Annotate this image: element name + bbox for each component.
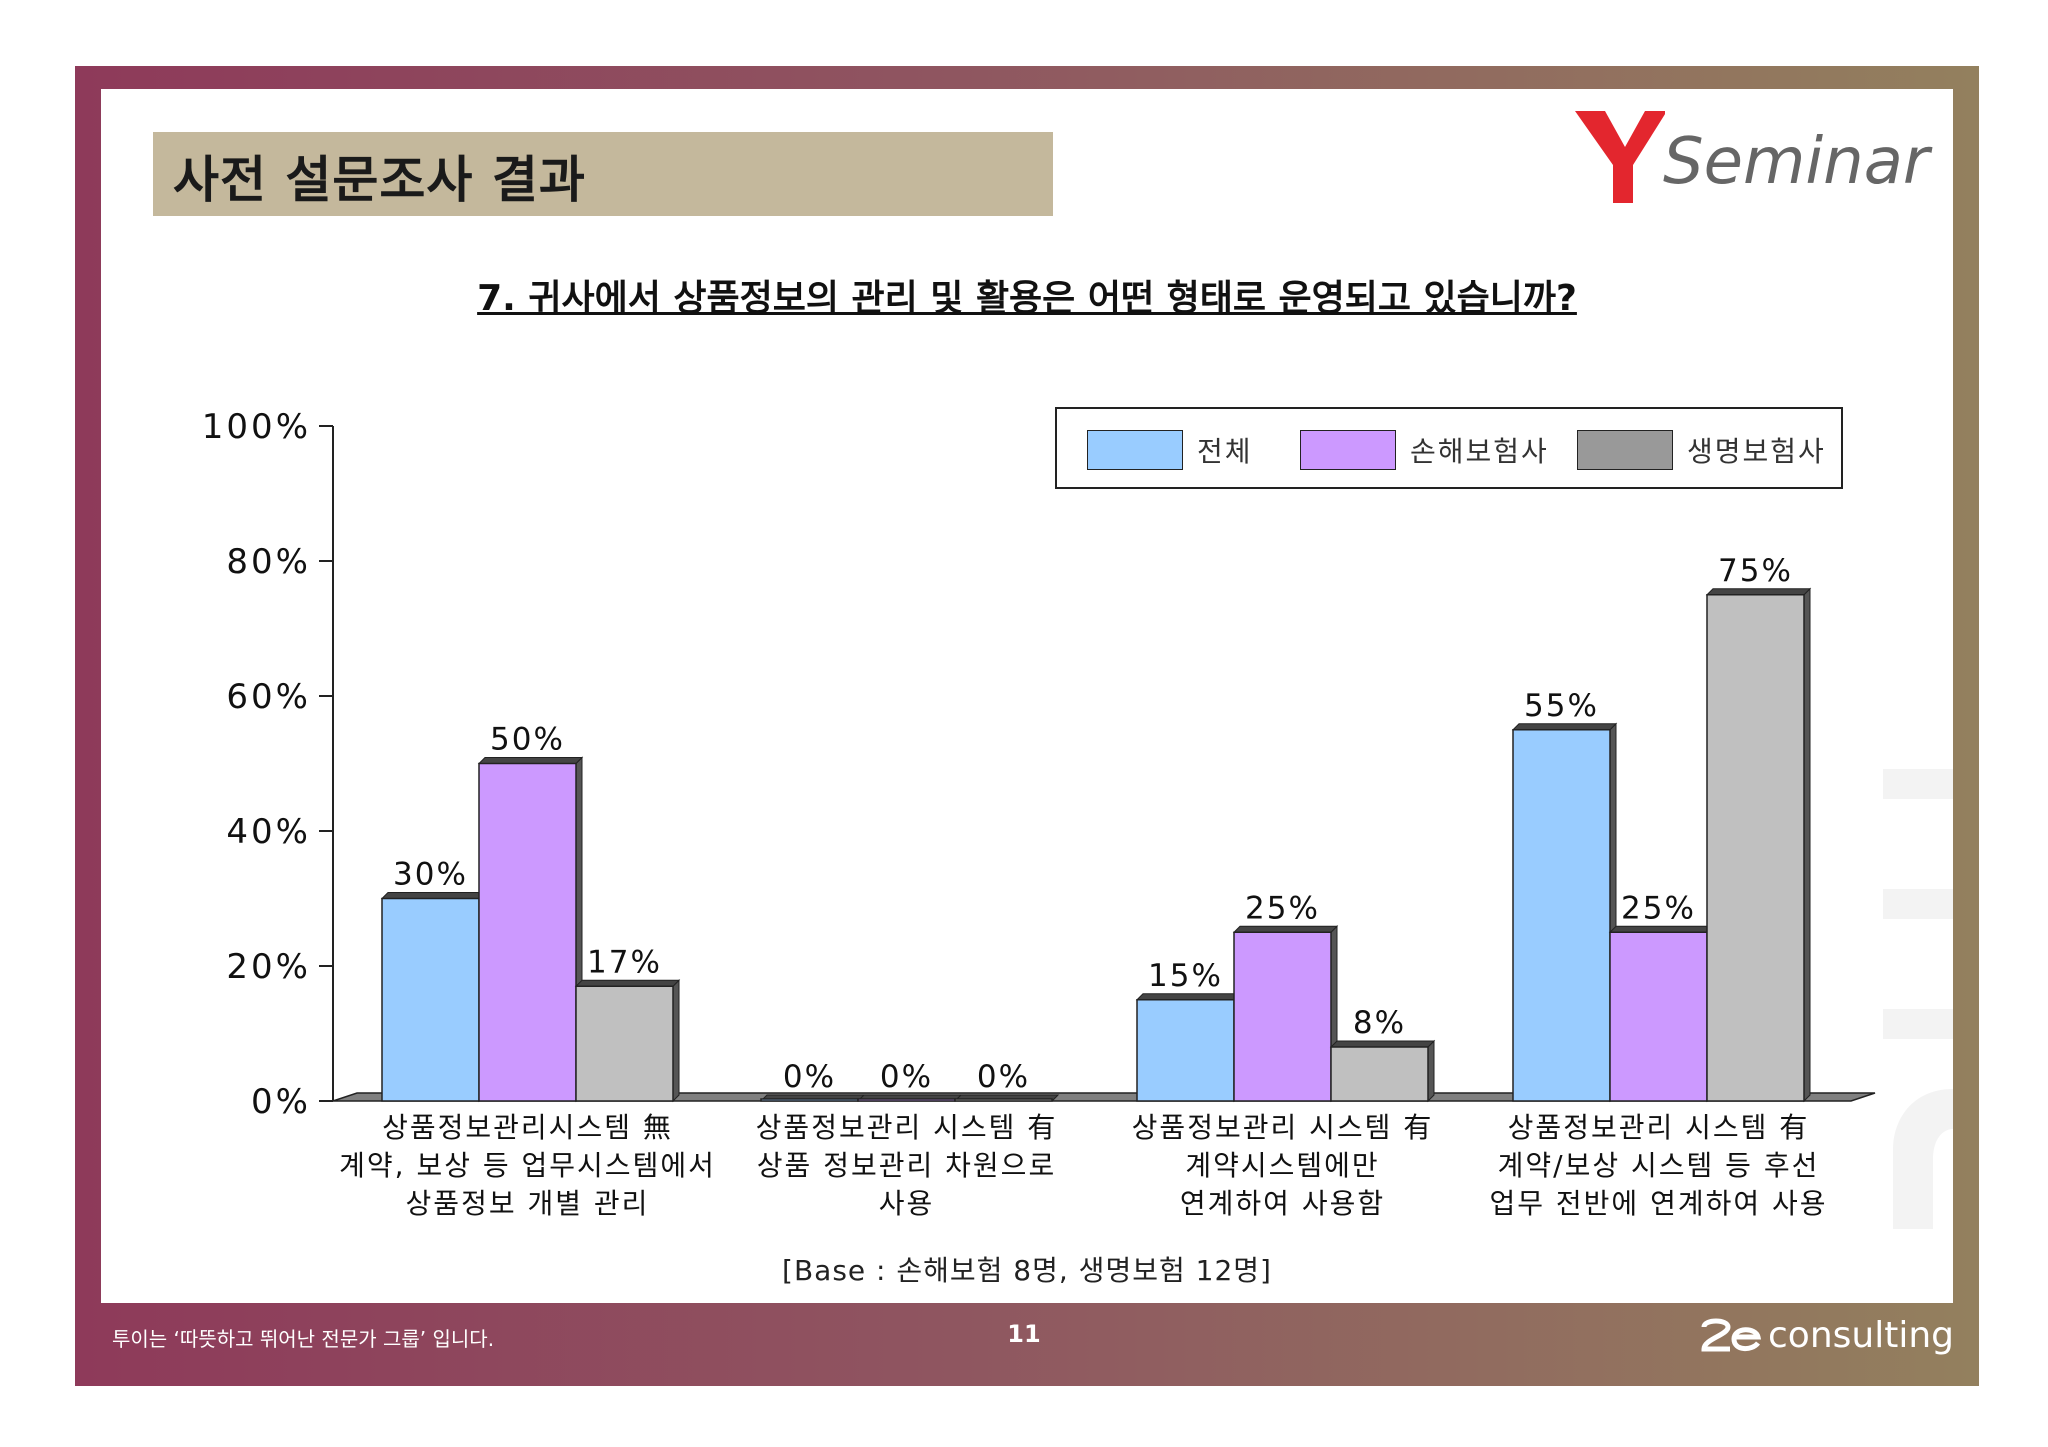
- bar: [575, 985, 674, 1102]
- y-tick-label: 100%: [202, 407, 311, 447]
- x-tick-label: 상품정보관리 시스템 有: [1132, 1111, 1434, 1144]
- bar: [1609, 931, 1708, 1102]
- bar: [1512, 729, 1611, 1102]
- bar-top: [477, 757, 584, 764]
- legend-item-life: 생명보험사: [1577, 429, 1826, 471]
- footer-slogan: 투이는 ‘따뜻하고 뛰어난 전문가 그룹’ 입니다.: [112, 1327, 495, 1351]
- data-label: 0%: [880, 1059, 933, 1095]
- bar-top: [1135, 993, 1242, 1001]
- data-label: 30%: [393, 857, 468, 893]
- bar: [954, 1098, 1053, 1102]
- consulting-logo: consulting: [1700, 1310, 1954, 1360]
- legend-label: 전체: [1197, 435, 1253, 468]
- question-title: 7. 귀사에서 상품정보의 관리 및 활용은 어떤 형태로 운영되고 있습니까?: [477, 278, 1577, 319]
- bar: [1330, 1046, 1429, 1102]
- data-label: 55%: [1524, 688, 1599, 724]
- 2e-logo-icon: [1701, 1318, 1762, 1352]
- y-tick-label: 60%: [226, 677, 311, 717]
- data-label: 0%: [783, 1059, 836, 1095]
- bar-side: [1427, 1039, 1435, 1103]
- data-label: 25%: [1621, 890, 1696, 926]
- y-tick-label: 80%: [226, 542, 311, 582]
- x-tick-label: 연계하여 사용함: [1180, 1187, 1385, 1220]
- legend-label: 손해보험사: [1410, 435, 1549, 468]
- bar: [478, 762, 577, 1102]
- x-tick-label: 상품정보관리 시스템 有: [1508, 1111, 1810, 1144]
- page-number: 11: [1007, 1320, 1041, 1348]
- legend-label: 생명보험사: [1687, 435, 1826, 468]
- bar-side: [1803, 587, 1811, 1103]
- title-band: 사전 설문조사 결과: [153, 132, 1053, 216]
- bar: [1706, 594, 1805, 1102]
- bar-top: [1511, 723, 1618, 731]
- bar: [857, 1098, 956, 1102]
- x-tick-label: 계약/보상 시스템 등 후선: [1498, 1149, 1820, 1182]
- bar: [381, 897, 480, 1102]
- x-tick-label: 상품정보 개별 관리: [406, 1187, 650, 1220]
- bar-top: [574, 979, 681, 987]
- page-title: 사전 설문조사 결과: [173, 151, 586, 209]
- data-label: 75%: [1718, 553, 1793, 589]
- slide: 사전 설문조사 결과 Seminar 7. 귀사에서 상품정보의 관리 및 활용…: [101, 89, 1953, 1303]
- bar-side: [672, 979, 680, 1103]
- x-tick-label: 상품정보관리 시스템 有: [756, 1111, 1058, 1144]
- legend-swatch-life: [1577, 430, 1673, 470]
- bar-top: [1329, 1040, 1436, 1048]
- footer-logo-text: consulting: [1768, 1314, 1954, 1356]
- x-tick-label: 계약시스템에만: [1185, 1149, 1379, 1182]
- y-logo-icon: [1575, 111, 1665, 203]
- logo-text: Seminar: [1663, 125, 1930, 199]
- bar-chart: 0% 20% 40% 60% 80% 100% 30% 50% 17% 상품정보관리시스템 無 계약…: [202, 407, 1876, 1220]
- bar-top: [380, 892, 487, 899]
- data-label: 17%: [587, 944, 662, 980]
- bar: [760, 1098, 859, 1102]
- bar: [1136, 999, 1235, 1102]
- x-tick-label: 계약, 보상 등 업무시스템에서: [339, 1149, 716, 1182]
- chart-legend: 전체 손해보험사 생명보험사: [1055, 407, 1843, 489]
- base-note: [Base : 손해보험 8명, 생명보험 12명]: [782, 1254, 1272, 1287]
- data-label: 0%: [977, 1059, 1030, 1095]
- x-tick-label: 상품정보관리시스템 無: [382, 1111, 673, 1144]
- y-tick-label: 20%: [226, 947, 311, 987]
- x-tick-label: 업무 전반에 연계하여 사용: [1489, 1187, 1827, 1220]
- data-label: 50%: [490, 722, 565, 758]
- data-label: 8%: [1353, 1005, 1406, 1041]
- x-tick-label: 상품 정보관리 차원으로: [757, 1149, 1056, 1182]
- data-label: 25%: [1245, 890, 1320, 926]
- y-tick-label: 0%: [251, 1082, 311, 1122]
- y-tick-label: 40%: [226, 812, 311, 852]
- bar-top: [1232, 925, 1339, 933]
- seminar-logo: Seminar: [1575, 103, 1935, 213]
- x-tick-label: 사용: [879, 1187, 935, 1220]
- bar-top: [1705, 588, 1812, 596]
- legend-swatch-total: [1087, 430, 1183, 470]
- legend-swatch-nonlife: [1300, 430, 1396, 470]
- watermark-shape: [1883, 769, 1953, 1229]
- data-label: 15%: [1148, 958, 1223, 994]
- bar: [1233, 931, 1332, 1102]
- legend-item-nonlife: 손해보험사: [1300, 429, 1549, 471]
- legend-item-total: 전체: [1087, 429, 1253, 471]
- bar-top: [1608, 925, 1715, 933]
